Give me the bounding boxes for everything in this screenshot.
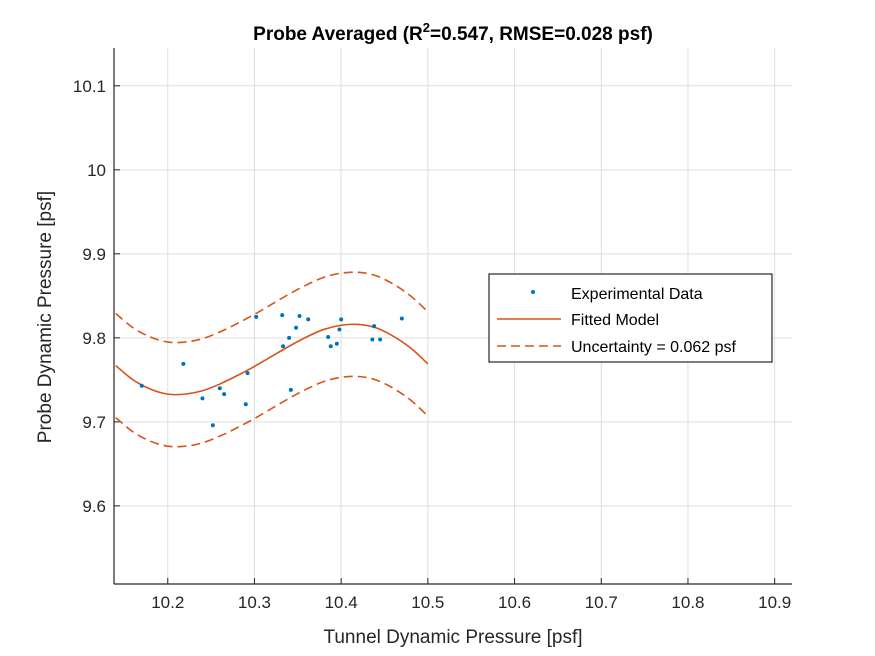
fitted-model-line [115,323,429,396]
experimental-data-point [334,341,339,346]
x-tick-labels: 10.2 10.3 10.4 10.5 10.6 10.7 10.8 10.9 [151,593,791,612]
experimental-data-point [287,335,292,340]
experimental-data-point [288,387,293,392]
y-tick-label: 9.6 [82,497,106,516]
x-axis-label: Tunnel Dynamic Pressure [psf] [323,627,582,648]
uncertainty-lower-line [115,375,429,448]
experimental-data-point [243,402,248,407]
experimental-data-point [254,314,259,319]
y-tick-label: 10.1 [73,77,106,96]
x-tick-label: 10.2 [151,593,184,612]
legend-label-experimental-data: Experimental Data [571,286,703,303]
experimental-data-point [294,325,299,330]
plot-series [115,271,429,448]
experimental-data-point [297,314,302,318]
experimental-data-point [339,317,344,322]
experimental-data-point [217,386,222,391]
chart-title-main: Probe Averaged (R [253,24,423,45]
x-tick-label: 10.6 [498,593,531,612]
axes [113,48,792,585]
experimental-data-point [281,344,286,349]
experimental-data-point [280,313,285,318]
x-tick-label: 10.5 [411,593,444,612]
x-tick-label: 10.4 [325,593,358,612]
experimental-data-point [181,361,186,366]
y-tick-labels: 9.6 9.7 9.8 9.9 10 10.1 [73,77,106,516]
y-tick-label: 9.9 [82,245,106,264]
experimental-data-point [378,337,383,342]
experimental-data-point [370,337,375,342]
experimental-data-point [139,383,144,388]
experimental-data-point [245,371,250,376]
y-tick-label: 10 [87,161,106,180]
legend-label-fitted-model: Fitted Model [571,312,659,329]
chart-title-superscript: 2 [423,20,430,35]
y-tick-label: 9.7 [82,413,106,432]
legend-data-marker [531,290,535,294]
legend-box [488,273,773,363]
chart-title: Probe Averaged (R2=0.547, RMSE=0.028 psf… [253,20,653,45]
x-tick-label: 10.9 [758,593,791,612]
experimental-data-point [326,335,331,340]
experimental-data-point [210,423,215,428]
legend: Experimental Data Fitted Model Uncertain… [488,273,773,363]
uncertainty-upper-line [115,271,429,344]
x-tick-label: 10.8 [671,593,704,612]
x-tick-label: 10.7 [585,593,618,612]
experimental-data-point [372,324,377,329]
chart-title-rest: =0.547, RMSE=0.028 psf) [430,24,653,45]
experimental-data-point [306,317,311,322]
x-tick-label: 10.3 [238,593,271,612]
experimental-data-point [399,316,404,321]
y-axis-label: Probe Dynamic Pressure [psf] [35,191,56,443]
experimental-data-point [337,327,342,332]
y-tick-label: 9.8 [82,329,106,348]
legend-label-uncertainty: Uncertainty = 0.062 psf [571,339,737,356]
experimental-data-point [200,396,205,401]
experimental-data-point [328,344,333,349]
experimental-data-point [222,392,227,397]
